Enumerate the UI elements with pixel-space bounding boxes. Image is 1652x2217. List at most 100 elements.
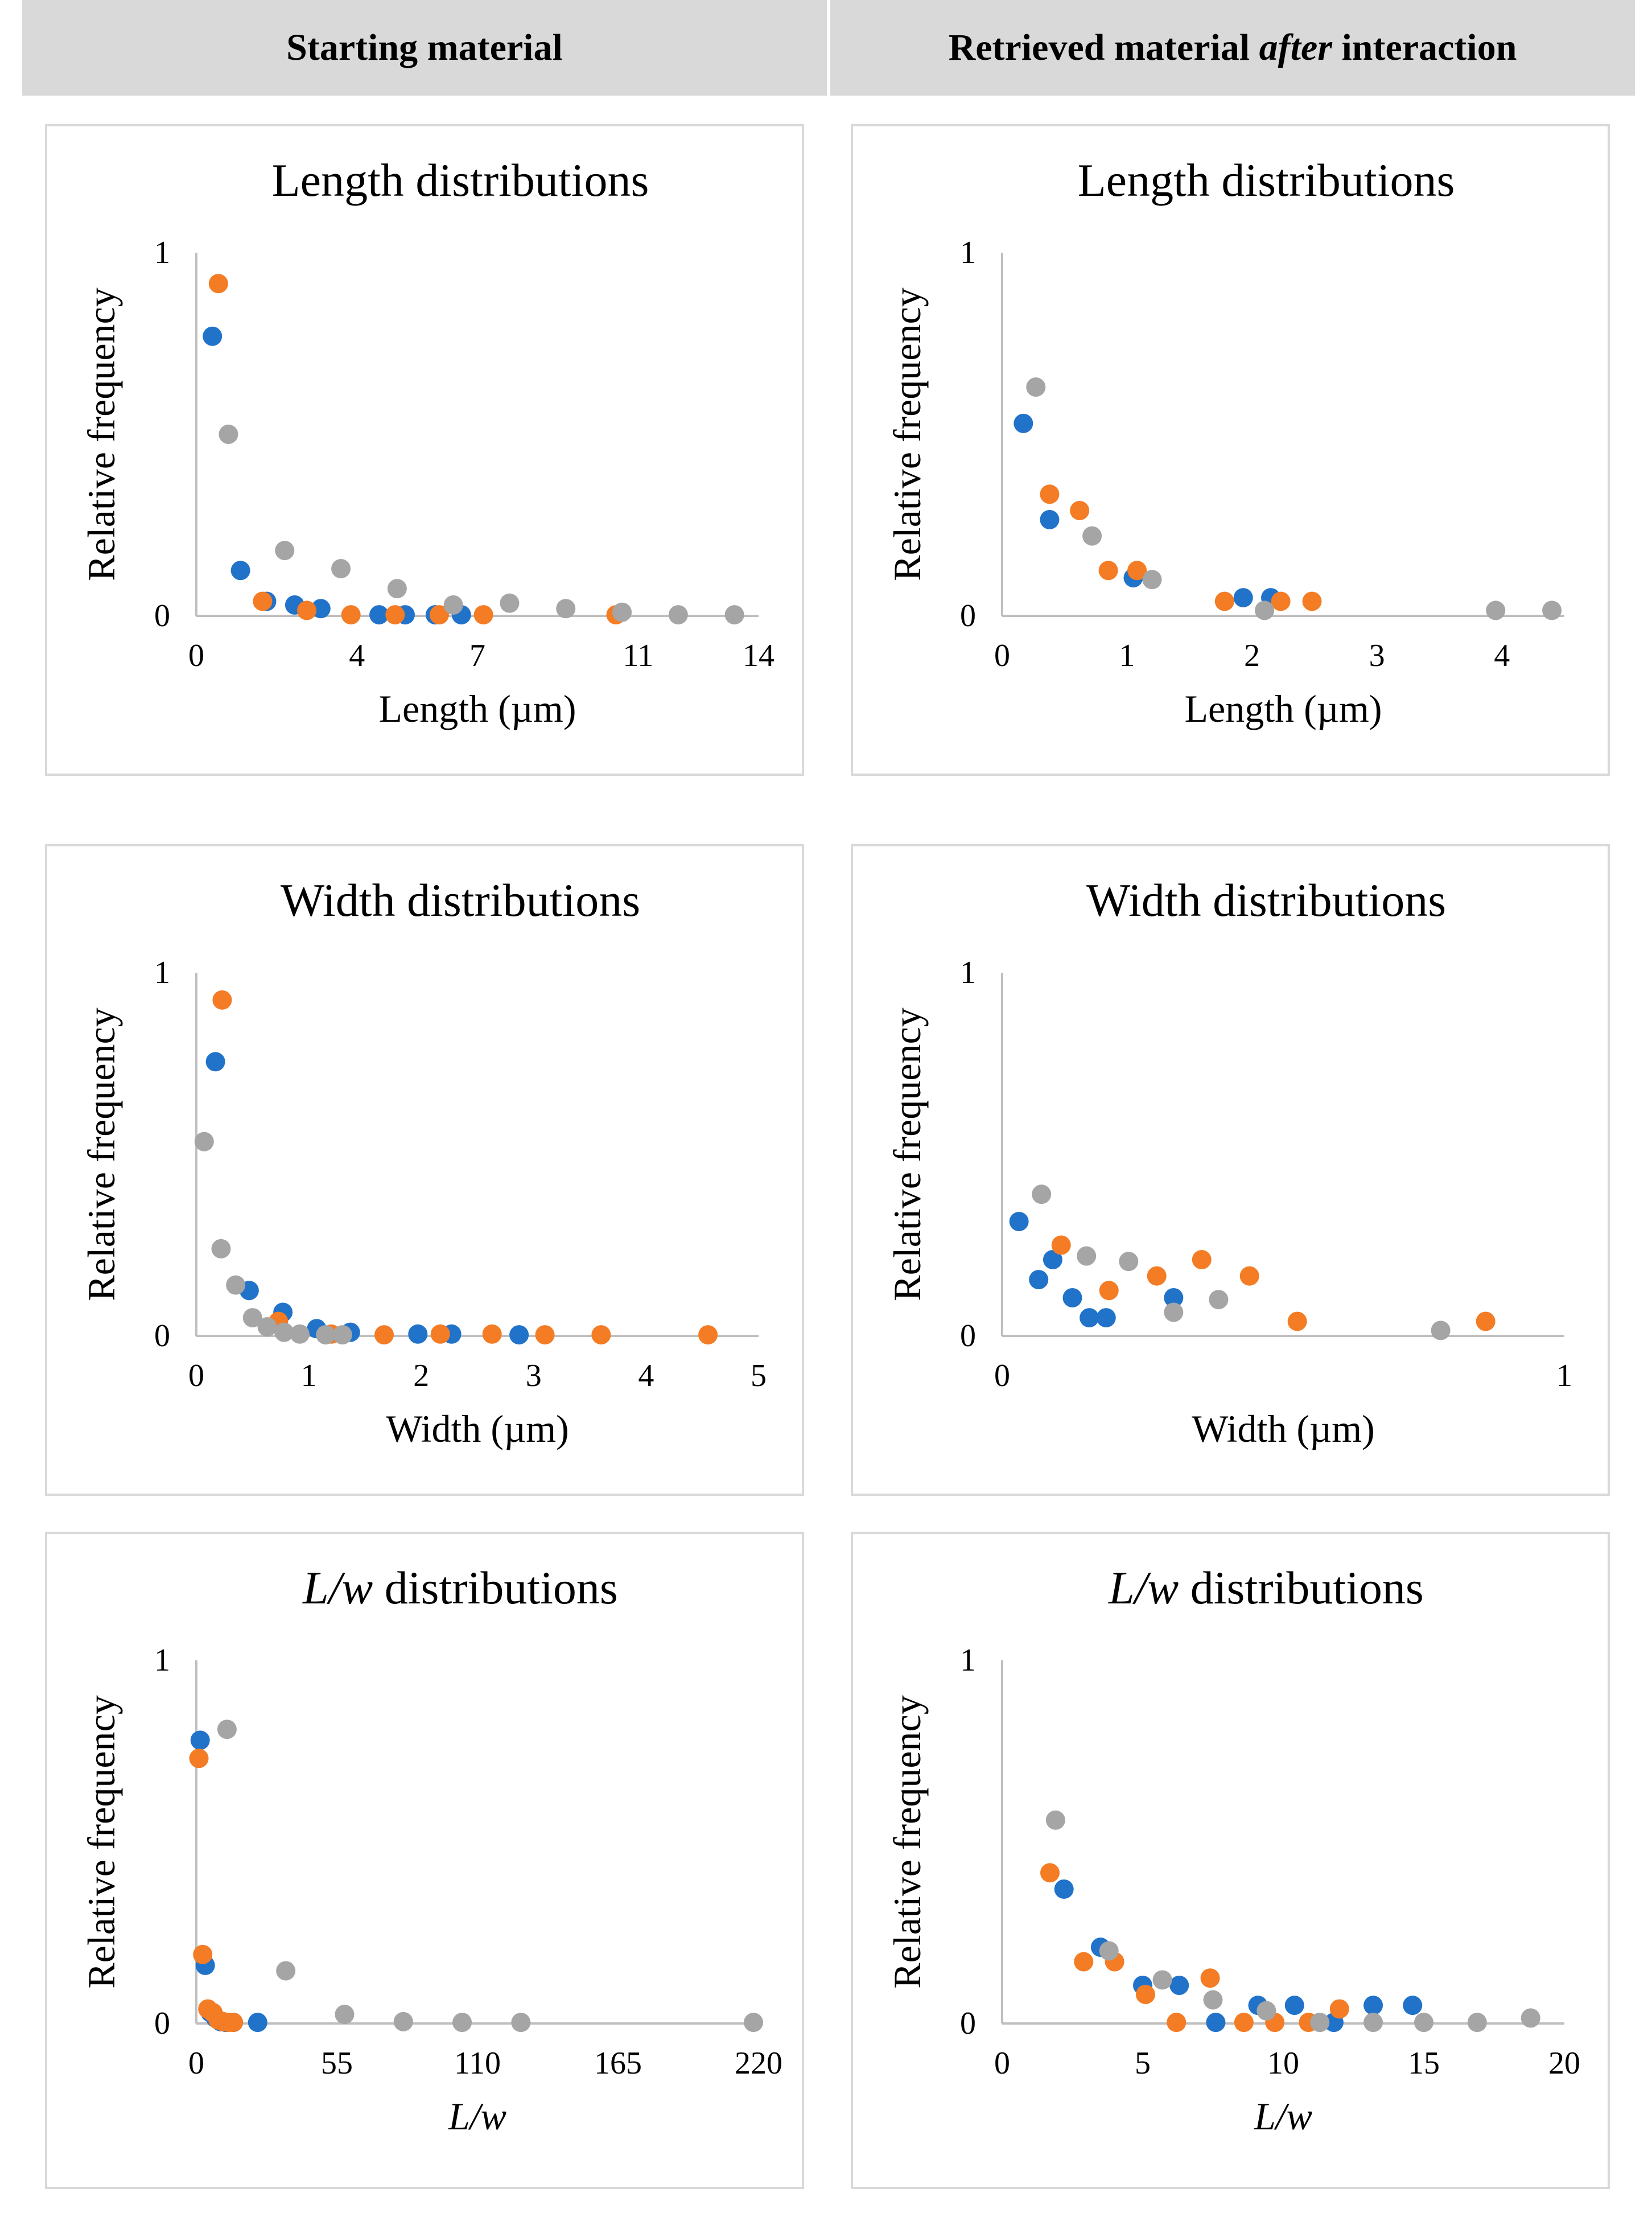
x-tick-label: 3 xyxy=(1369,638,1385,673)
data-point-series-1 xyxy=(1080,1308,1099,1328)
x-axis-label: Width (µm) xyxy=(1192,1407,1375,1450)
data-point-series-3 xyxy=(668,605,688,625)
chart-panel-start-length: Length distributions 0 1 0 4 7 11 14 Length (µm)… xyxy=(45,124,804,776)
x-tick-label: 0 xyxy=(994,638,1010,673)
x-tick-label: 1 xyxy=(301,1358,317,1393)
chart-title: Length distributions xyxy=(272,154,649,206)
chart-title-text: distributions xyxy=(1179,1562,1424,1614)
data-point-series-2 xyxy=(189,1749,209,1768)
data-point-series-1 xyxy=(248,2013,267,2033)
data-point-series-1 xyxy=(203,326,223,346)
data-point-series-1 xyxy=(1009,1212,1029,1232)
x-tick-label: 2 xyxy=(413,1358,429,1393)
data-point-series-2 xyxy=(1192,1250,1212,1270)
data-point-series-1 xyxy=(1206,2013,1226,2033)
data-point-series-3 xyxy=(387,579,407,599)
data-point-series-1 xyxy=(205,1052,225,1072)
data-point-series-3 xyxy=(393,2012,413,2031)
data-point-series-2 xyxy=(1239,1266,1259,1286)
data-point-series-3 xyxy=(1310,2013,1330,2033)
chart-title-italic: L/w xyxy=(1108,1562,1179,1614)
y-tick-label: 0 xyxy=(154,1318,170,1354)
x-tick-label: 0 xyxy=(188,638,204,673)
data-point-series-2 xyxy=(1127,561,1147,581)
chart-title-text: Width distributions xyxy=(1086,874,1446,926)
chart-panel-after-lw: L/w distributions 0 1 0 5 10 15 20 L/w Relative f… xyxy=(851,1532,1610,2189)
chart-svg: Length distributions 0 1 0 4 7 11 14 Length (µm)… xyxy=(80,154,774,730)
data-point-series-3 xyxy=(194,1132,214,1151)
x-tick-label: 5 xyxy=(1135,2046,1151,2081)
data-point-series-3 xyxy=(332,1325,352,1345)
data-point-series-1 xyxy=(1363,1996,1383,2016)
y-tick-label: 1 xyxy=(154,1643,170,1678)
x-tick-label: 15 xyxy=(1408,2046,1440,2081)
data-point-series-2 xyxy=(482,1324,502,1344)
chart-panel-after-width: Width distributions 0 1 0 1 Width (µm) Relativ… xyxy=(851,844,1610,1496)
data-point-series-1 xyxy=(1054,1879,1074,1899)
data-point-series-3 xyxy=(1082,526,1102,546)
data-point-series-3 xyxy=(1077,1246,1097,1266)
chart-title: L/w distributions xyxy=(302,1562,618,1614)
data-point-series-2 xyxy=(473,605,493,625)
x-axis-label: Length (µm) xyxy=(379,687,576,730)
x-tick-label: 4 xyxy=(1494,638,1510,673)
data-point-series-1 xyxy=(230,561,250,581)
chart-panel-after-length: Length distributions 0 1 0 1 2 3 4 Length (µm) Re… xyxy=(851,124,1610,776)
data-point-series-1 xyxy=(1169,1976,1189,1996)
chart-title-text: Width distributions xyxy=(281,874,640,926)
data-point-series-3 xyxy=(1256,2001,1276,2021)
x-tick-label: 20 xyxy=(1548,2046,1580,2081)
data-point-series-3 xyxy=(1142,570,1162,590)
data-point-series-2 xyxy=(1098,561,1118,581)
y-axis-label: Relative frequency xyxy=(885,1695,929,1988)
data-point-series-3 xyxy=(1467,2013,1487,2033)
y-axis-label: Relative frequency xyxy=(885,1007,929,1301)
x-tick-label: 0 xyxy=(994,2046,1010,2081)
data-point-series-3 xyxy=(331,559,351,579)
data-point-series-3 xyxy=(443,595,463,615)
data-point-series-2 xyxy=(1040,484,1060,504)
y-tick-label: 0 xyxy=(960,598,976,634)
y-tick-label: 0 xyxy=(960,1318,976,1354)
chart-title-text: Length distributions xyxy=(1078,154,1455,206)
x-tick-label: 165 xyxy=(594,2046,642,2081)
x-tick-label: 1 xyxy=(1119,638,1135,673)
chart-panel-start-lw: L/w distributions 0 1 0 55 110 165 220 L/w Relati… xyxy=(45,1532,804,2189)
data-point-series-1 xyxy=(1040,509,1060,529)
x-tick-label: 220 xyxy=(735,2046,782,2081)
x-axis-label: Width (µm) xyxy=(386,1407,569,1450)
data-point-series-2 xyxy=(429,605,449,625)
y-axis-label: Relative frequency xyxy=(885,287,929,581)
data-point-series-1 xyxy=(408,1324,428,1344)
data-point-series-3 xyxy=(1363,2013,1383,2033)
x-tick-label: 0 xyxy=(188,1358,204,1393)
x-tick-label: 7 xyxy=(469,638,485,673)
data-point-series-2 xyxy=(1070,500,1090,520)
y-axis-label: Relative frequency xyxy=(80,1007,123,1301)
y-axis-label: Relative frequency xyxy=(80,287,123,581)
data-point-series-3 xyxy=(1099,1941,1119,1961)
data-point-series-2 xyxy=(1147,1266,1167,1286)
header-right-emphasis: after xyxy=(1259,27,1332,68)
y-tick-label: 1 xyxy=(154,955,170,990)
data-point-series-2 xyxy=(1271,591,1291,611)
data-point-series-3 xyxy=(335,2005,355,2025)
data-point-series-1 xyxy=(1233,588,1253,608)
data-point-series-3 xyxy=(290,1324,310,1344)
data-point-series-1 xyxy=(1284,1996,1304,2016)
data-point-series-3 xyxy=(226,1275,246,1295)
data-point-series-3 xyxy=(724,605,744,625)
chart-title: Length distributions xyxy=(1078,154,1455,206)
data-point-series-3 xyxy=(511,2013,531,2033)
data-point-series-3 xyxy=(242,1308,262,1328)
chart-title-text: distributions xyxy=(373,1562,618,1614)
data-point-series-2 xyxy=(1099,1281,1119,1301)
data-point-series-2 xyxy=(698,1325,718,1345)
data-point-series-2 xyxy=(1287,1311,1307,1331)
data-point-series-2 xyxy=(1476,1311,1496,1331)
x-axis-label: Length (µm) xyxy=(1185,687,1382,730)
x-tick-label: 110 xyxy=(454,2046,501,2081)
chart-title: Width distributions xyxy=(1086,874,1446,926)
data-point-series-3 xyxy=(1026,377,1046,397)
